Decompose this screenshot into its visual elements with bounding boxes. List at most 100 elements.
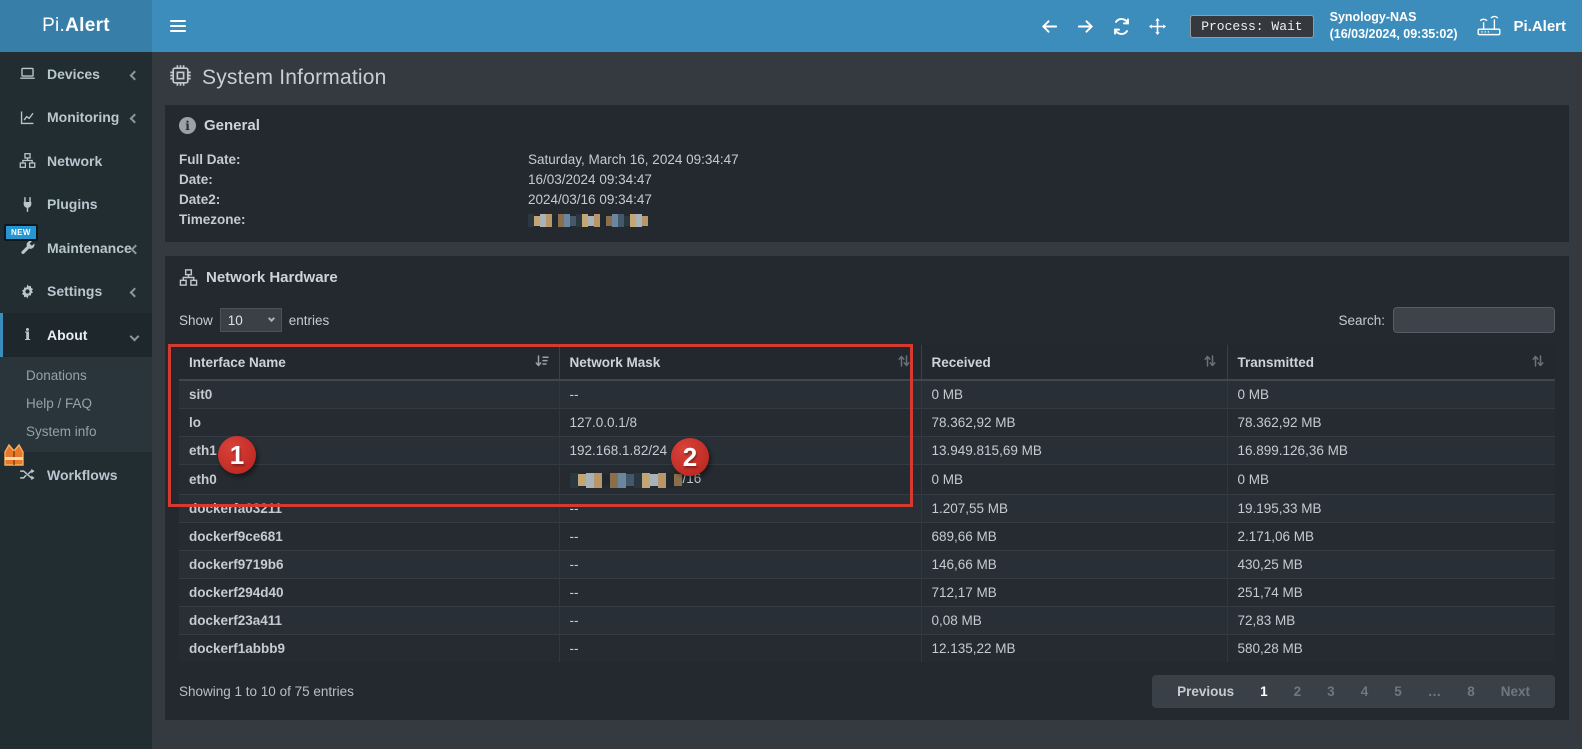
brand-text: Pi.Alert — [1513, 17, 1566, 35]
table-cell: dockerfa03211 — [179, 493, 559, 523]
sidebar-item-devices[interactable]: Devices — [0, 52, 152, 96]
page-number-3[interactable]: 3 — [1327, 683, 1335, 699]
page-title: System Information — [202, 66, 387, 89]
chevron-left-icon — [129, 109, 140, 125]
sidebar-toggle-button[interactable] — [152, 0, 204, 52]
table-cell: -- — [558, 493, 921, 523]
general-field-row: Date2: 2024/03/16 09:34:47 — [179, 190, 1555, 210]
field-label: Date2: — [179, 192, 221, 207]
table-cell: 16.899.126,36 MB — [1226, 436, 1555, 465]
column-header-transmitted[interactable]: Transmitted — [1226, 345, 1555, 382]
submenu-item-help-faq[interactable]: Help / FAQ — [26, 395, 93, 411]
field-label: Date: — [179, 172, 213, 187]
table-cell: 192.168.1.82/24 — [558, 436, 921, 465]
table-search-input[interactable] — [1393, 307, 1555, 334]
laptop-icon — [18, 64, 37, 83]
host-name: Synology-NAS — [1329, 10, 1417, 25]
page-number-4[interactable]: 4 — [1360, 683, 1369, 699]
annotation-badge-2: 2 — [671, 438, 709, 476]
app-logo[interactable]: Pi.Alert — [0, 0, 152, 52]
sidebar-item-maintenance[interactable]: Maintenance — [0, 226, 152, 270]
table-cell: 0 MB — [1226, 464, 1555, 495]
forward-icon[interactable] — [1074, 15, 1096, 37]
wrench-icon — [18, 238, 37, 257]
table-cell: 146,66 MB — [920, 549, 1227, 579]
host-info: Synology-NAS (16/03/2024, 09:35:02) — [1330, 9, 1458, 43]
plug-icon — [18, 195, 37, 214]
table-cell: 19.195,33 MB — [1226, 493, 1555, 523]
sidebar-item-label: About — [47, 326, 88, 343]
safety-vest-icon — [2, 442, 26, 467]
table-cell: 712,17 MB — [920, 577, 1227, 607]
shuffle-icon — [18, 465, 37, 484]
table-row: dockerf23a411 -- 0,08 MB 72,83 MB — [179, 605, 1555, 635]
table-cell: 72,83 MB — [1226, 605, 1555, 635]
chevron-down-icon — [267, 315, 275, 323]
table-cell: -- — [558, 521, 921, 551]
field-label: Timezone: — [179, 212, 246, 227]
back-icon[interactable] — [1038, 15, 1060, 37]
sidebar-item-settings[interactable]: Settings — [0, 270, 152, 314]
network-hardware-panel: Network Hardware Show 10 entries Search: — [165, 256, 1569, 720]
table-row: eth1 192.168.1.82/24 13.949.815,69 MB 16.89… — [179, 436, 1555, 465]
move-icon[interactable] — [1146, 15, 1168, 37]
table-cell: -- — [558, 549, 921, 579]
table-cell: 78.362,92 MB — [920, 408, 1227, 437]
table-cell: 0 MB — [1226, 379, 1555, 409]
page-number-8[interactable]: 8 — [1467, 683, 1475, 699]
sidebar-item-workflows[interactable]: Workflows — [0, 455, 152, 495]
table-cell: 2.171,06 MB — [1226, 521, 1555, 551]
sidebar-item-plugins[interactable]: Plugins — [0, 183, 152, 227]
refresh-icon[interactable] — [1110, 15, 1132, 37]
redacted-pixelation — [569, 472, 682, 488]
table-footer: Showing 1 to 10 of 75 entries Previous 1 2… — [179, 674, 1555, 708]
field-value: 16/03/2024 09:34:47 — [528, 172, 652, 187]
sitemap-icon — [18, 151, 37, 170]
sort-active-icon — [535, 354, 549, 371]
table-row: dockerf1abbb9 -- 12.135,22 MB 580,28 MB — [179, 633, 1555, 662]
sidebar-item-monitoring[interactable]: Monitoring — [0, 96, 152, 140]
column-header-interface-name[interactable]: Interface Name — [179, 345, 559, 382]
gear-icon — [18, 282, 37, 301]
table-cell: 430,25 MB — [1226, 549, 1555, 579]
sidebar-item-about[interactable]: i About — [0, 313, 152, 357]
sidebar: NEW Devices Monitoring Network Plugins M… — [0, 52, 152, 749]
field-value — [528, 210, 1555, 230]
sidebar-item-network[interactable]: Network — [0, 139, 152, 183]
general-field-row: Timezone: — [179, 210, 1555, 230]
network-hardware-title: Network Hardware — [179, 268, 1555, 287]
annotation-badge-1: 1 — [218, 436, 256, 474]
page-number-2[interactable]: 2 — [1293, 683, 1302, 699]
table-cell: dockerf1abbb9 — [179, 633, 559, 662]
table-row: dockerf9719b6 -- 146,66 MB 430,25 MB — [179, 549, 1555, 579]
page-previous-button[interactable]: Previous — [1177, 683, 1235, 699]
submenu-item-system-info[interactable]: System info — [26, 423, 97, 439]
chart-icon — [18, 108, 37, 127]
table-cell: lo — [179, 408, 559, 437]
column-header-received[interactable]: Received — [920, 345, 1227, 382]
submenu-item-donations[interactable]: Donations — [26, 367, 87, 383]
navbar-icon-group — [1038, 15, 1168, 37]
column-header-network-mask[interactable]: Network Mask — [558, 345, 921, 382]
page-number-1[interactable]: 1 — [1260, 683, 1268, 699]
about-submenu: Donations Help / FAQ System info — [0, 356, 152, 452]
table-cell: 251,74 MB — [1226, 577, 1555, 607]
info-circle-icon: i — [179, 117, 196, 134]
host-timestamp: (16/03/2024, 09:35:02) — [1329, 27, 1458, 41]
redacted-pixelation — [528, 210, 648, 230]
page-number-5[interactable]: 5 — [1394, 683, 1402, 699]
table-cell: /16 — [558, 464, 921, 495]
sidebar-item-label: Workflows — [47, 466, 118, 483]
table-cell: 689,66 MB — [920, 521, 1227, 551]
page-next-button[interactable]: Next — [1500, 683, 1530, 699]
table-row: dockerf9ce681 -- 689,66 MB 2.171,06 MB — [179, 521, 1555, 551]
pagination: Previous 1 2 3 4 5 … 8 Next — [1152, 674, 1555, 708]
new-feature-badge: NEW — [4, 224, 38, 241]
chevron-left-icon — [129, 66, 140, 82]
table-cell: -- — [558, 577, 921, 607]
page-number-…[interactable]: … — [1427, 683, 1442, 699]
general-panel-title: i General — [179, 117, 1555, 134]
table-cell: 0,08 MB — [920, 605, 1227, 635]
page-length-select[interactable]: 10 — [219, 308, 282, 333]
